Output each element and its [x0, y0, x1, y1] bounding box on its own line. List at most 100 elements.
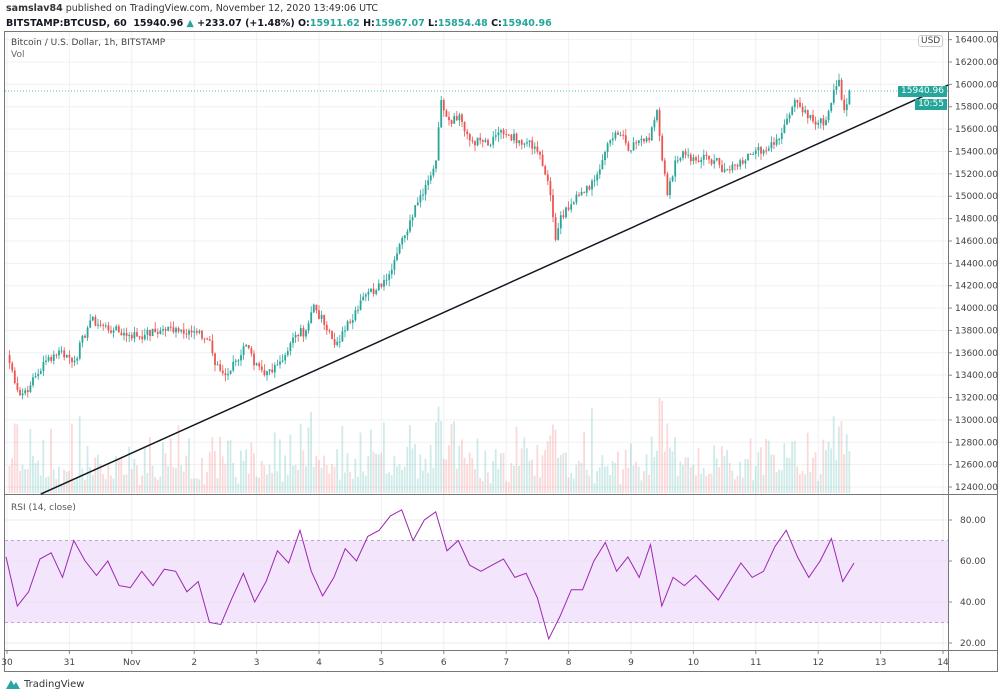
candle-body	[604, 151, 606, 161]
candle-body	[591, 180, 593, 190]
rsi-y-tick-label: 40.00	[960, 598, 986, 608]
volume-bar	[445, 459, 448, 493]
volume-bar	[757, 452, 760, 493]
candle-body	[91, 316, 94, 321]
candle-body	[489, 144, 492, 146]
candle-body	[736, 164, 739, 167]
volume-bar	[242, 460, 245, 493]
volume-bar	[749, 438, 752, 493]
chart-frame[interactable]	[4, 31, 998, 672]
candle-body	[375, 290, 378, 295]
volume-bar	[229, 440, 232, 493]
volume-bar	[557, 458, 559, 493]
candle-body	[801, 106, 804, 113]
candle-body	[775, 139, 778, 145]
candle-body	[471, 140, 474, 142]
volume-bar	[107, 463, 110, 493]
tradingview-logo[interactable]: TradingView	[5, 678, 84, 690]
volume-bar	[279, 439, 281, 493]
volume-bar	[747, 459, 749, 493]
candle-body	[388, 274, 391, 280]
y-tick-label: 12800.00	[955, 438, 998, 448]
candle-body	[510, 134, 513, 141]
candle-body	[809, 114, 812, 119]
volume-bar	[367, 456, 370, 493]
volume-bar	[281, 481, 284, 493]
candle-body	[94, 316, 97, 326]
volume-bar	[783, 443, 786, 493]
volume-bar	[466, 464, 468, 493]
candle-body	[773, 142, 775, 145]
volume-bar	[422, 470, 424, 493]
x-tick-label: 3	[254, 658, 260, 668]
candle-body	[453, 116, 456, 124]
volume-bar	[294, 464, 297, 493]
candle-body	[164, 329, 167, 331]
candle-body	[614, 132, 617, 139]
candle-body	[708, 155, 710, 160]
volume-bar	[130, 469, 133, 493]
candle-body	[718, 158, 721, 165]
candle-body	[845, 104, 848, 111]
candle-body	[349, 321, 352, 323]
candle-body	[117, 326, 120, 333]
volume-bar	[110, 475, 112, 493]
volume-bar	[180, 465, 182, 493]
candle-body	[731, 164, 734, 171]
candle-body	[752, 153, 755, 155]
volume-bar	[328, 473, 331, 493]
volume-bar	[120, 458, 123, 493]
x-tick-label: 8	[566, 658, 572, 668]
volume-bar	[588, 475, 591, 493]
candle-body	[500, 130, 502, 133]
volume-bar	[94, 457, 97, 493]
volume-bar	[780, 470, 783, 493]
candle-body	[432, 168, 435, 176]
candle-body	[258, 363, 261, 367]
volume-bar	[840, 421, 843, 493]
y-tick-label: 13800.00	[955, 326, 998, 336]
volume-bar	[203, 483, 206, 493]
candle-body	[214, 353, 216, 366]
candle-body	[372, 288, 375, 295]
volume-bar	[117, 457, 120, 493]
y-tick-label: 14400.00	[955, 259, 998, 269]
volume-bar	[822, 439, 825, 493]
volume-bar	[593, 483, 596, 493]
publisher-name[interactable]: samslav84	[6, 3, 63, 14]
candle-body	[198, 330, 201, 333]
candle-body	[757, 147, 760, 151]
candle-body	[609, 140, 612, 144]
candles	[8, 73, 851, 400]
candle-body	[128, 334, 131, 336]
candle-body	[822, 118, 825, 126]
volume-bar	[676, 475, 679, 493]
candle-body	[312, 304, 315, 313]
candle-body	[648, 137, 651, 141]
candle-body	[637, 140, 640, 144]
candle-body	[286, 351, 289, 356]
candle-body	[536, 146, 539, 152]
candle-body	[650, 127, 653, 141]
candle-body	[16, 383, 19, 390]
candle-body	[552, 195, 554, 218]
volume-bar	[583, 432, 585, 493]
volume-bar	[136, 465, 138, 493]
candle-body	[663, 160, 666, 174]
volume-bar	[260, 460, 263, 493]
volume-bar	[21, 464, 24, 493]
candle-body	[271, 369, 274, 373]
candle-body	[819, 118, 822, 123]
volume-bar	[429, 444, 432, 493]
candle-body	[156, 332, 159, 334]
candle-body	[692, 157, 695, 162]
candle-body	[658, 110, 661, 136]
candle-body	[583, 191, 586, 193]
candle-body	[60, 350, 63, 352]
volume-bar	[778, 469, 780, 493]
volume-bar	[115, 456, 117, 493]
currency-button[interactable]: USD	[918, 35, 944, 47]
volume-bar	[526, 448, 528, 493]
volume-bar	[479, 478, 481, 493]
